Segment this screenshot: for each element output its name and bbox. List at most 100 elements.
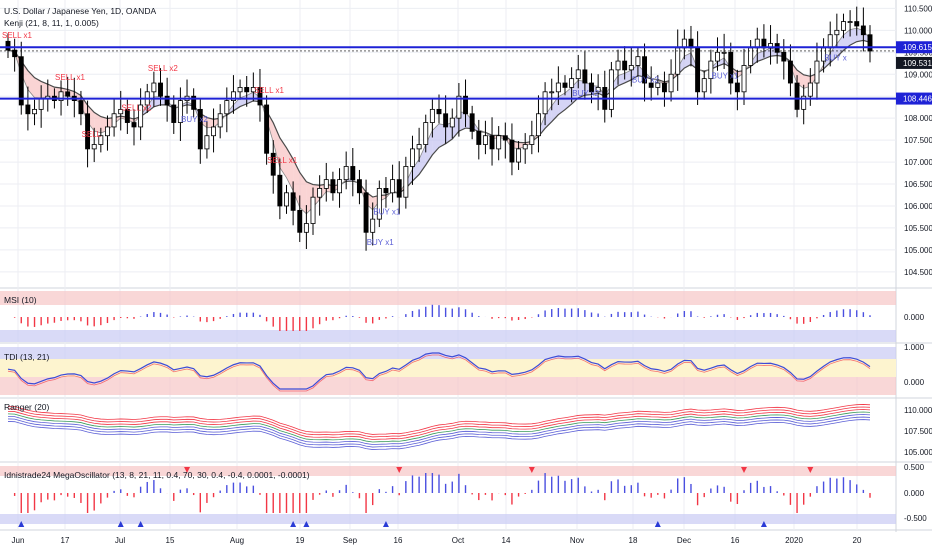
candle-body (356, 179, 362, 194)
signal-label-4: SELL x2 (148, 64, 178, 73)
cloud-segment (87, 105, 95, 132)
tdi-line (7, 352, 871, 390)
mega-tick-0: 0.500 (904, 463, 925, 472)
candle-body (124, 108, 130, 123)
candle-body (695, 47, 701, 93)
candle-body (224, 100, 230, 115)
time-label-14[interactable]: 2020 (785, 536, 803, 545)
candle-body (91, 144, 97, 150)
level-tag-bg-1 (896, 92, 932, 105)
time-label-5[interactable]: 19 (296, 536, 305, 545)
signal-labels: SELL x1 SELL x1 SELL SELL x2 SELL x2 BUY x2 SE… (2, 31, 847, 247)
price-tick-10: 105.500 (904, 224, 932, 233)
candle-body (158, 82, 163, 97)
signal-label-1: SELL x1 (55, 73, 85, 82)
msi-band-top (0, 291, 896, 305)
signal-label-11: BUY x2 (632, 76, 660, 85)
candle-body (615, 60, 621, 71)
candle-body (177, 100, 183, 123)
ranger-band-5 (7, 406, 871, 438)
signal-label-5: BUY x2 (181, 115, 209, 124)
candle-body (496, 135, 502, 150)
candle-body (469, 113, 475, 132)
price-axis[interactable]: 110.500110.000109.500109.000108.500108.0… (896, 4, 932, 523)
candle-body (204, 135, 210, 150)
cloud-segment (94, 112, 101, 133)
mega-sell-marker-2 (528, 467, 535, 473)
mega-buy-marker-2 (137, 521, 144, 527)
mega-buy-marker-3 (290, 521, 297, 527)
candle-body (741, 65, 747, 93)
candle-body (164, 95, 170, 106)
signal-label-7: SELL x1 (267, 156, 297, 165)
time-label-13[interactable]: 16 (731, 536, 740, 545)
price-tick-8: 106.500 (904, 180, 932, 189)
candle-body (98, 135, 104, 145)
time-label-12[interactable]: Dec (677, 536, 691, 545)
candle-body (854, 21, 860, 27)
time-label-6[interactable]: Sep (343, 536, 358, 545)
cloud-segment (147, 96, 154, 113)
mega-tick-1: 0.000 (904, 489, 925, 498)
indicator-title: Kenji (21, 8, 11, 1, 0.005) (4, 18, 99, 28)
ranger-tick-1: 107.500 (904, 427, 932, 436)
last-price-tag: 109.531 (903, 59, 932, 68)
candle-body (290, 192, 296, 211)
time-label-15[interactable]: 20 (853, 536, 862, 545)
time-label-9[interactable]: 14 (502, 536, 511, 545)
time-label-10[interactable]: Nov (570, 536, 584, 545)
candle-body (197, 108, 203, 150)
last-tag-bg (896, 56, 932, 69)
candle-body (489, 135, 495, 150)
candle-body (516, 148, 522, 163)
time-label-1[interactable]: 17 (61, 536, 70, 545)
price-tick-11: 105.000 (904, 246, 932, 255)
tdi-tick-0: 1.000 (904, 343, 925, 352)
kenji-fast-line (7, 27, 871, 215)
ranger-band-3 (7, 411, 871, 443)
time-axis[interactable]: Jun 17 Jul 15 Aug 19 Sep 16 Oct 14 Nov 18 Dec 16 2020 2… (12, 536, 862, 545)
candle-body (337, 179, 342, 194)
candle-body (171, 104, 177, 123)
time-label-11[interactable]: 18 (629, 536, 638, 545)
candle-body (32, 108, 37, 115)
time-label-2[interactable]: Jul (115, 536, 125, 545)
cloud-segment (850, 28, 857, 46)
signal-label-8: BUY x1 (367, 238, 395, 247)
candle-body (860, 25, 866, 36)
candle-body (529, 135, 535, 145)
candle-body (277, 174, 283, 207)
signal-label-2: SELL (82, 130, 102, 139)
ranger-tick-2: 105.000 (904, 448, 932, 457)
candle-body (642, 56, 648, 84)
time-label-8[interactable]: Oct (452, 536, 465, 545)
candle-body (310, 196, 316, 224)
cloud-segment (34, 77, 42, 98)
time-label-4[interactable]: Aug (230, 536, 244, 545)
level-tag-1: 108.446 (903, 95, 932, 104)
signal-label-6: SELL x1 (254, 86, 284, 95)
candle-body (715, 51, 720, 62)
tdi-band-top (0, 347, 896, 359)
candle-body (787, 60, 793, 84)
candle-body (608, 69, 614, 110)
ranger-tick-0: 110.000 (904, 406, 932, 415)
time-label-7[interactable]: 16 (394, 536, 403, 545)
level-lines[interactable] (0, 46, 896, 100)
cloud-segment (41, 81, 48, 98)
cloud-segment (823, 52, 831, 69)
candle-body (343, 166, 349, 181)
candle-body (297, 209, 303, 233)
cloud-segment (27, 70, 35, 98)
cloud-segment (293, 159, 300, 208)
candle-body (244, 87, 250, 93)
candle-body (131, 122, 137, 128)
time-label-3[interactable]: 15 (166, 536, 175, 545)
candle-body (536, 113, 541, 137)
candle-body (191, 95, 197, 110)
candle-body (834, 29, 840, 36)
candle-body (111, 113, 117, 128)
candle-body (476, 130, 482, 145)
time-label-0[interactable]: Jun (12, 536, 25, 545)
